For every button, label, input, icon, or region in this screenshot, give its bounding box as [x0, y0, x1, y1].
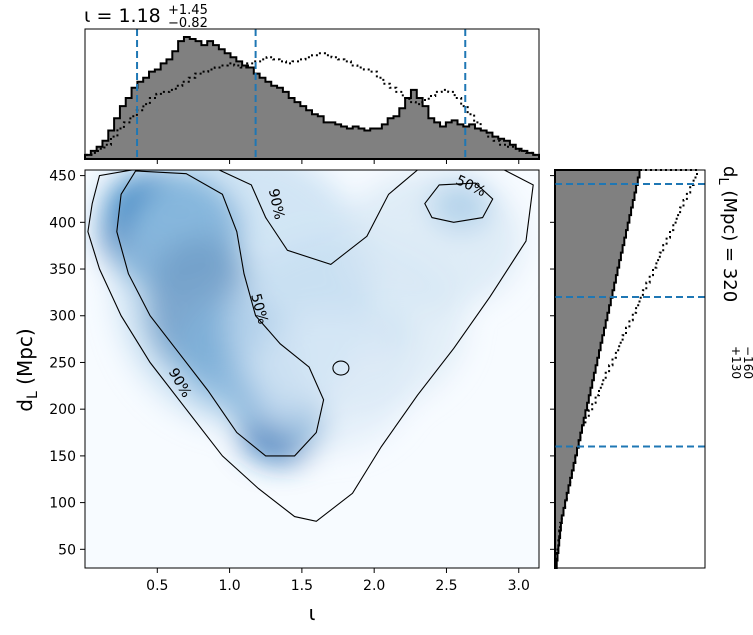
y-tick-label: 450	[49, 169, 76, 185]
contour-90-outer	[87, 170, 534, 522]
x-tick-label: 2.5	[435, 578, 457, 594]
density-blob	[250, 311, 411, 452]
dl-hist-filled	[554, 169, 641, 569]
joint-density-heatmap	[101, 170, 523, 464]
joint-panel-frame	[84, 169, 540, 569]
y-tick-label: 300	[49, 309, 76, 325]
dl-plus-error: +130	[729, 346, 743, 379]
y-tick-label: 250	[49, 355, 76, 371]
iota-minus-error: −0.82	[168, 16, 208, 31]
y-tick-label: 400	[49, 215, 76, 231]
x-axis: 0.5 1.0 1.5 2.0 2.5 3.0	[146, 159, 530, 594]
x-tick-label: 1.5	[291, 578, 313, 594]
y-axis: 50 100 150 200 250 300 350 400 450	[49, 169, 555, 558]
dl-minus-error: −160	[741, 346, 753, 379]
x-tick-label: 0.5	[146, 578, 168, 594]
contour-50-small	[332, 360, 350, 376]
contour-50-main	[116, 170, 325, 457]
dl-marginal-frame	[554, 169, 706, 569]
y-tick-label: 350	[49, 262, 76, 278]
y-tick-label: 50	[58, 542, 76, 558]
y-axis-label: dL (Mpc)	[13, 328, 41, 411]
dl-hist-prior	[554, 169, 698, 569]
iota-plus-error: +1.45	[168, 3, 208, 18]
contour-50-right	[424, 182, 494, 223]
credible-contours	[87, 170, 534, 522]
iota-marginal-histogram	[84, 29, 540, 160]
x-tick-label: 1.0	[218, 578, 240, 594]
dl-marginal-histogram	[554, 169, 705, 569]
y-tick-label: 200	[49, 402, 76, 418]
x-axis-label: ι	[309, 601, 316, 625]
dl-posterior-title: dL (Mpc) = 320	[715, 166, 740, 302]
x-tick-label: 2.0	[363, 578, 385, 594]
iota-hist-filled	[84, 36, 540, 160]
y-tick-label: 150	[49, 449, 76, 465]
x-tick-label: 3.0	[508, 578, 530, 594]
iota-posterior-title: ι = 1.18	[84, 5, 161, 27]
contour-label: 90%	[265, 187, 287, 221]
density-blob	[342, 171, 523, 312]
contour-label: 50%	[247, 292, 271, 326]
y-tick-label: 100	[49, 496, 76, 512]
iota-marginal-frame	[84, 28, 540, 160]
